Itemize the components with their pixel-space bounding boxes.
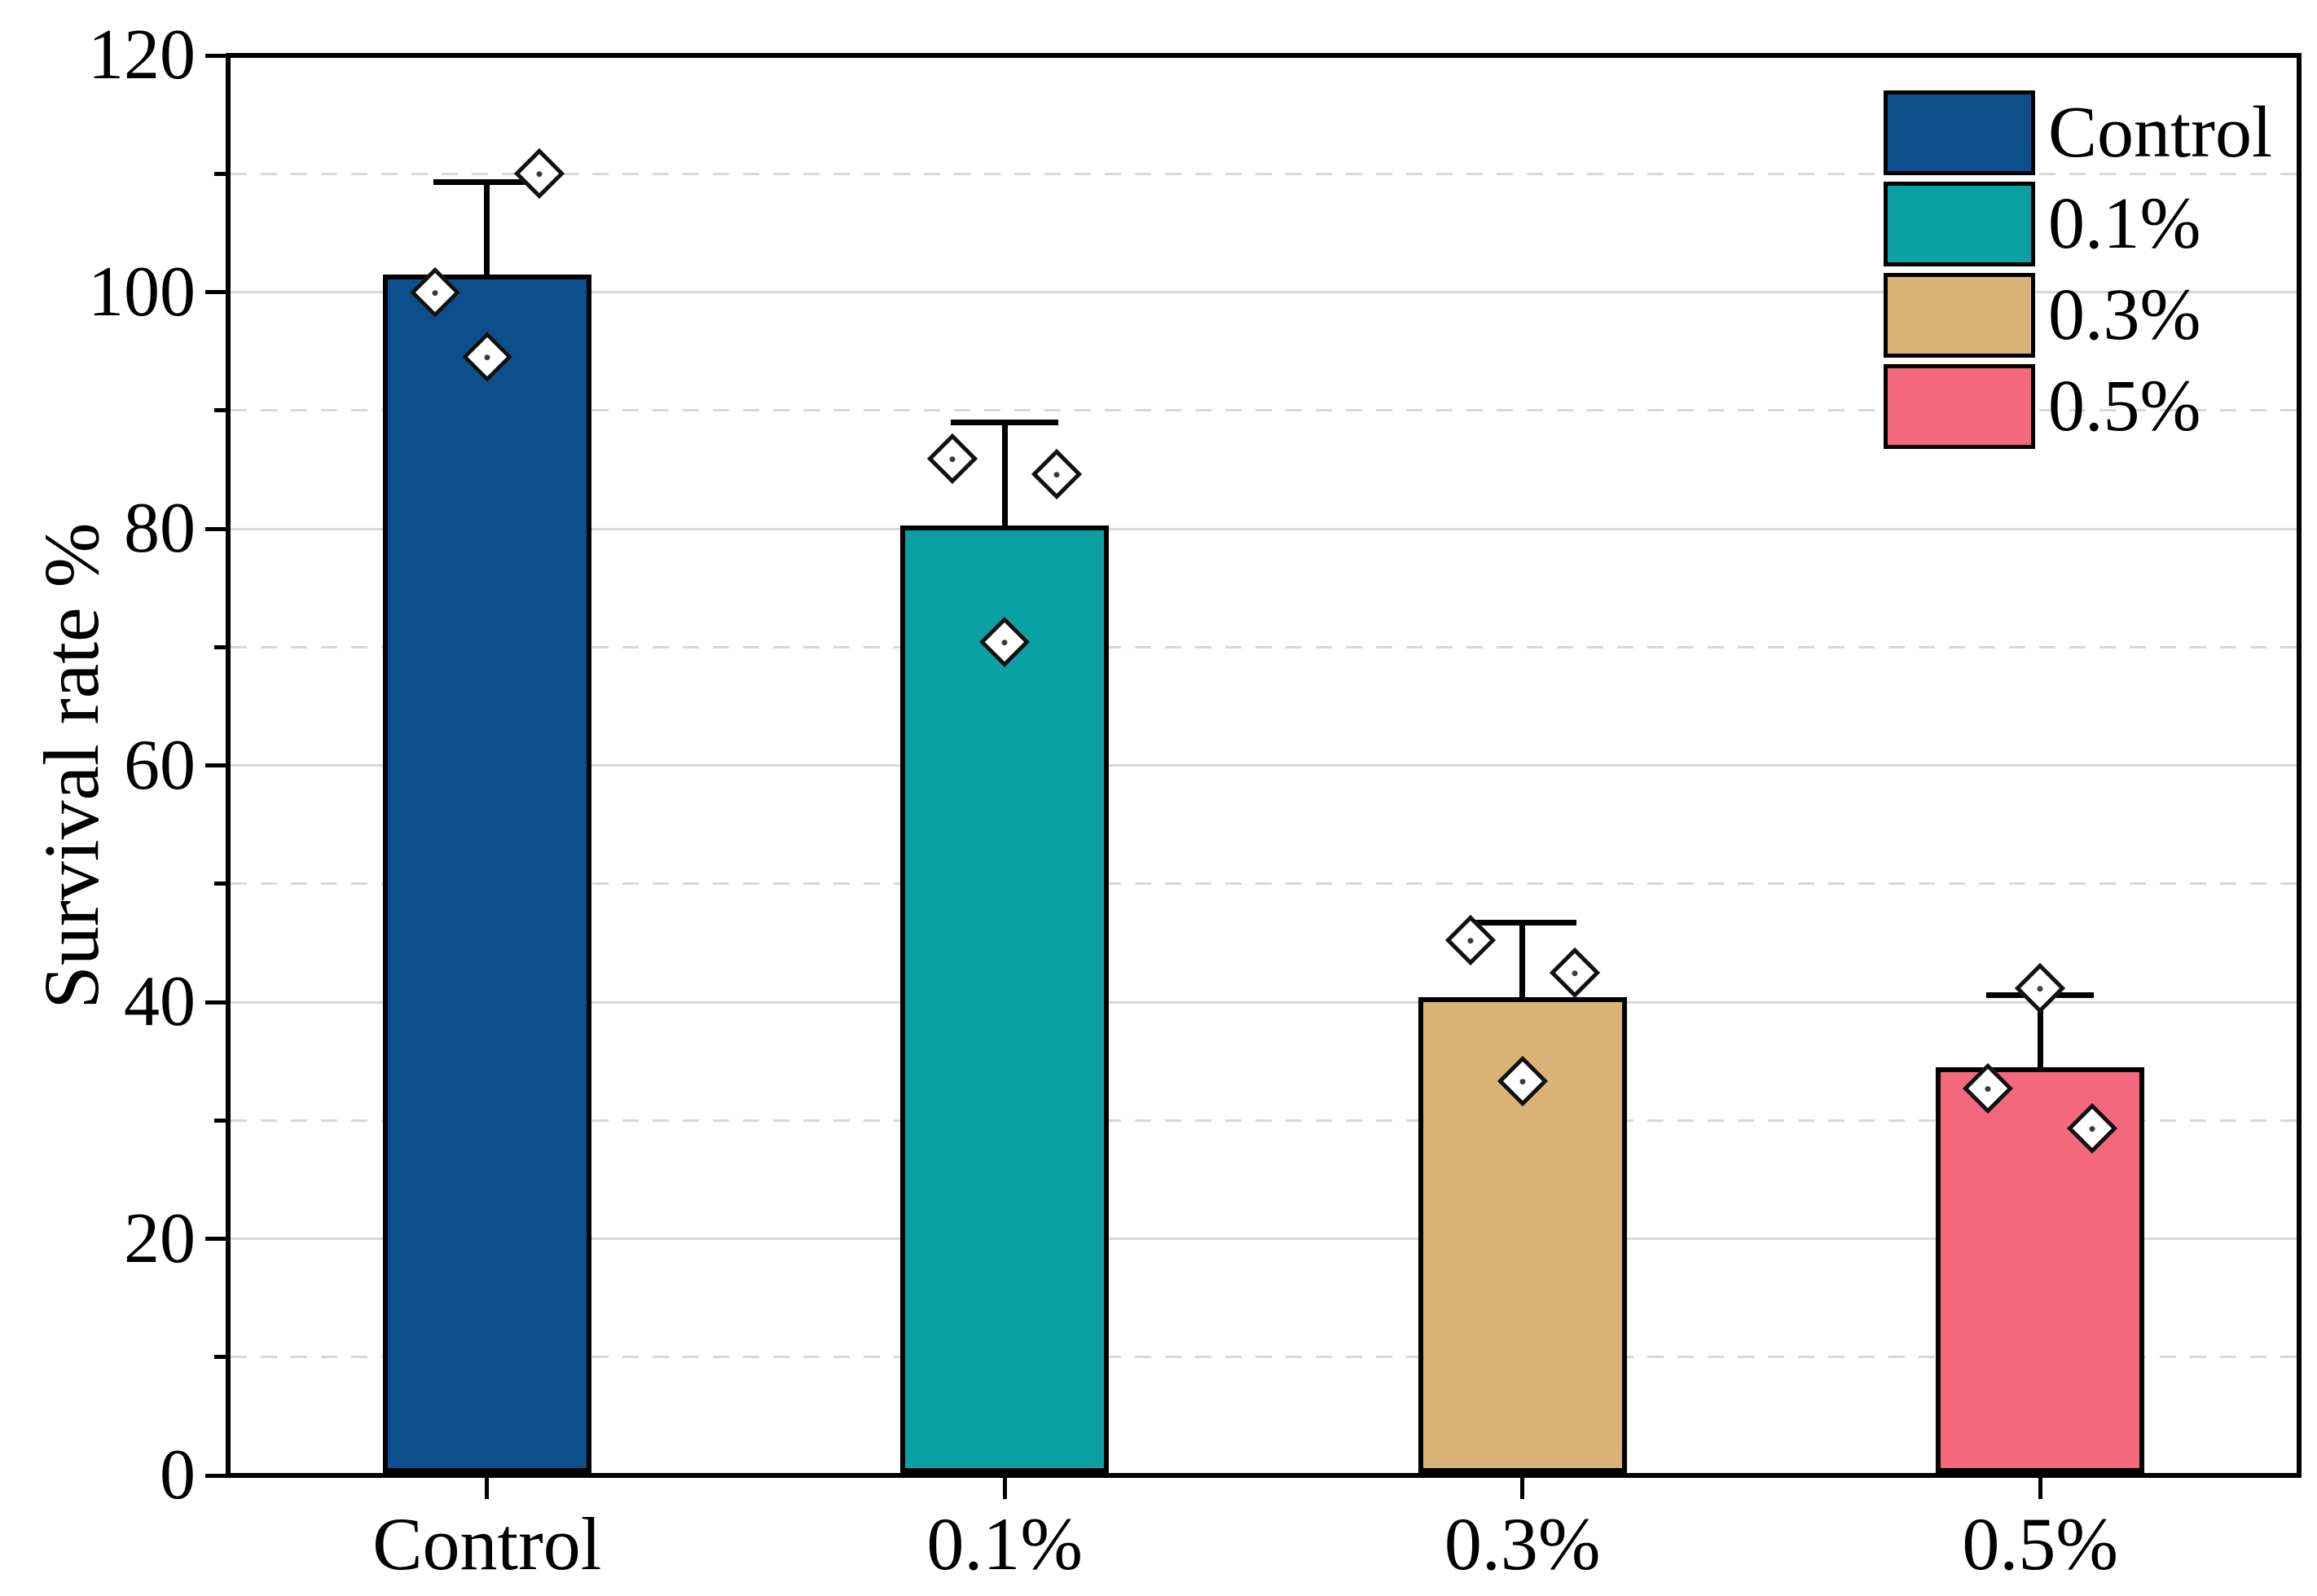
y-tick-major (205, 1237, 226, 1241)
y-tick-major (205, 1473, 226, 1478)
bar-0.1% (900, 525, 1110, 1473)
gridline-minor (231, 1356, 2297, 1359)
legend-label: Control (2048, 92, 2273, 173)
marker-center-dot (1518, 1077, 1527, 1086)
marker-center-dot (2036, 983, 2045, 992)
error-bar-stem (484, 182, 490, 278)
y-tick-label: 0 (160, 1436, 196, 1515)
legend-swatch-Control (1884, 90, 2035, 175)
marker-center-dot (948, 455, 957, 464)
x-tick (1002, 1478, 1007, 1499)
x-tick (2038, 1478, 2042, 1499)
y-axis-title: Survival rate % (28, 522, 115, 1009)
y-tick-label: 120 (88, 15, 196, 95)
y-tick-major (205, 53, 226, 58)
y-tick-minor (214, 644, 226, 649)
gridline-minor (231, 409, 2297, 412)
y-tick-minor (214, 1118, 226, 1123)
x-tick-label: 0.1% (926, 1502, 1084, 1585)
x-tick (485, 1478, 490, 1499)
x-tick-label: Control (372, 1502, 602, 1585)
gridline-minor (231, 172, 2297, 175)
y-tick-label: 40 (124, 962, 196, 1041)
marker-center-dot (2088, 1124, 2097, 1133)
legend-swatch-0.3% (1884, 273, 2035, 358)
legend-swatch-0.5% (1884, 364, 2035, 449)
gridline-major (231, 764, 2297, 767)
error-bar-stem (1519, 922, 1526, 1001)
error-bar-cap (433, 178, 541, 185)
plot-border (226, 53, 2302, 1478)
legend-swatch-0.1% (1884, 182, 2035, 266)
y-tick-minor (214, 408, 226, 413)
y-tick-major (205, 1000, 226, 1005)
legend-label: 0.1% (2048, 183, 2201, 264)
y-tick-major (205, 290, 226, 294)
error-bar-cap (1468, 920, 1576, 926)
marker-center-dot (482, 353, 491, 362)
x-tick-label: 0.5% (1962, 1502, 2119, 1585)
gridline-major (231, 1238, 2297, 1240)
y-tick-label: 100 (88, 252, 196, 332)
legend-label: 0.3% (2048, 275, 2201, 355)
marker-center-dot (534, 169, 543, 178)
x-tick (1520, 1478, 1525, 1499)
gridline-major (231, 1000, 2297, 1004)
gridline-minor (231, 645, 2297, 649)
gridline-minor (231, 882, 2297, 886)
marker-center-dot (1466, 936, 1475, 945)
marker-center-dot (1984, 1084, 1993, 1093)
bar-Control (382, 274, 591, 1473)
y-tick-label: 60 (124, 725, 196, 805)
y-tick-minor (214, 171, 226, 176)
error-bar-stem (1001, 422, 1008, 529)
marker-center-dot (1053, 470, 1062, 479)
error-bar-stem (2037, 995, 2043, 1071)
y-tick-major (205, 763, 226, 767)
gridline-major (231, 291, 2297, 293)
gridline-minor (231, 1119, 2297, 1122)
marker-center-dot (1000, 638, 1009, 647)
y-tick-minor (214, 882, 226, 886)
y-tick-label: 20 (124, 1198, 196, 1278)
y-tick-major (205, 526, 226, 531)
x-tick-label: 0.3% (1444, 1502, 1601, 1585)
y-tick-label: 80 (124, 489, 196, 568)
marker-center-dot (1570, 968, 1579, 977)
gridline-major (231, 527, 2297, 530)
marker-center-dot (430, 288, 439, 297)
legend-label: 0.5% (2048, 366, 2201, 446)
error-bar-cap (951, 419, 1059, 425)
y-tick-minor (214, 1355, 226, 1360)
